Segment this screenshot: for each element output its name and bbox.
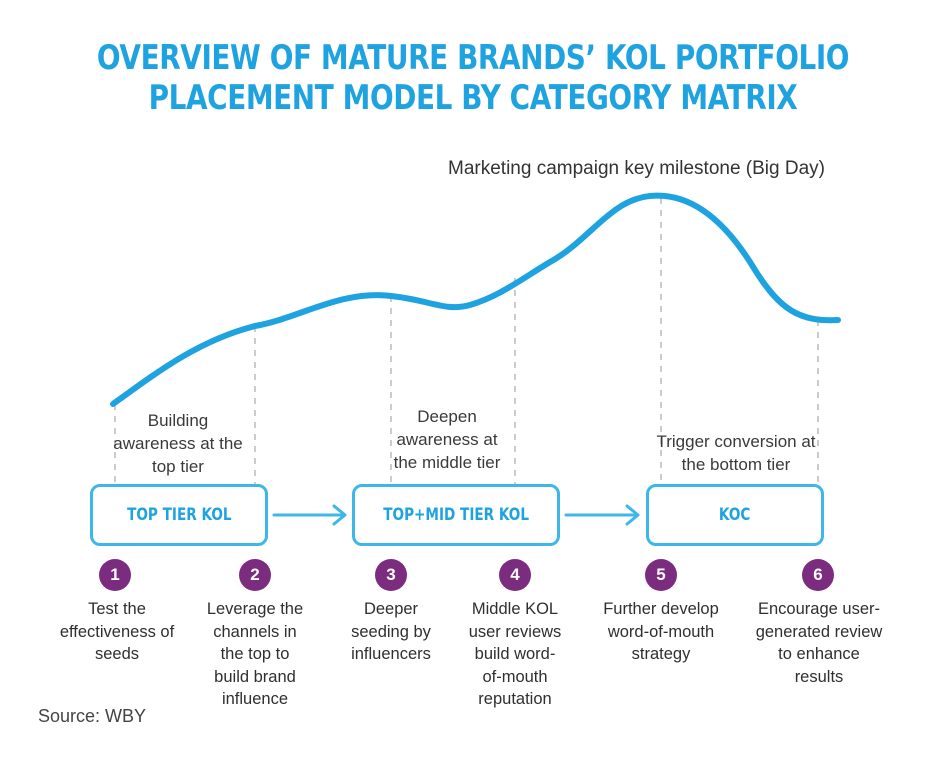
stage-1-line-2: awareness at the [113,434,243,453]
arrow-2-head [625,504,640,526]
stage-1-line-1: Building [147,411,209,430]
tier-box-top-mid-label: TOP+MID TIER KOL [383,505,529,525]
step-number-4: 4 [499,559,531,591]
step-number-2: 2 [239,559,271,591]
tier-box-top-label: TOP TIER KOL [126,505,232,525]
step-number-1: 1 [99,559,131,591]
step-6-line-4: results [794,667,844,686]
source-note: Source: WBY [38,706,147,726]
stage-3-line-1: Trigger conversion at [656,432,816,451]
step-1-line-2: effectiveness of [59,622,175,641]
step-4-line-3: build word- [474,645,556,663]
step-6-line-3: to enhance [778,645,860,663]
step-text-2: Leverage the channels in the top to buil… [185,598,325,711]
diagram-title: Overview of mature brands’ KOL portfolio… [0,38,946,118]
step-4-line-2: user reviews [468,622,562,641]
stage-1-line-3: top tier [152,457,204,476]
tier-box-top: TOP TIER KOL [90,484,268,546]
tier-box-koc: KOC [646,484,824,546]
step-1-line-3: seeds [94,645,140,663]
stage-text-top-tier: Building awareness at the top tier [98,409,258,478]
stage-text-middle-tier: Deepen awareness at the middle tier [372,405,522,474]
title-line-1: Overview of mature brands’ KOL portfolio [96,38,850,78]
milestone-label: Marketing campaign key milestone (Big Da… [448,158,825,179]
step-text-3: Deeper seeding by influencers [321,598,461,666]
step-3-line-3: influencers [351,645,431,663]
step-5-line-1: Further develop [603,600,719,618]
step-4-line-1: Middle KOL [471,600,559,618]
step-2-line-3: the top to [220,645,290,663]
stage-2-line-1: Deepen [417,407,477,426]
tier-box-top-mid: TOP+MID TIER KOL [352,484,560,546]
stage-text-bottom-tier: Trigger conversion at the bottom tier [641,430,831,476]
step-5-line-2: word-of-mouth [607,622,715,641]
step-3-line-1: Deeper [363,600,419,618]
stage-3-line-2: the bottom tier [681,455,791,474]
title-line-2: placement model by category matrix [148,78,798,118]
campaign-curve [110,192,841,407]
step-6-line-1: Encourage user- [758,600,880,618]
step-2-line-4: build brand [214,667,296,686]
step-1-line-1: Test the [88,600,146,618]
stage-2-line-3: the middle tier [393,453,501,472]
tier-box-koc-label: KOC [719,505,751,525]
step-4-line-4: of-mouth [482,667,548,686]
step-3-line-2: seeding by [351,622,431,641]
step-4-line-5: reputation [478,690,552,708]
step-text-6: Encourage user- generated review to enha… [746,598,892,688]
step-6-line-2: generated review [755,622,883,641]
arrow-1-head [332,504,347,526]
step-text-4: Middle KOL user reviews build word- of-m… [445,598,585,711]
step-2-line-5: influence [221,690,289,708]
step-2-line-1: Leverage the [206,600,304,618]
step-2-line-2: channels in [213,622,297,641]
step-text-5: Further develop word-of-mouth strategy [591,598,731,666]
step-number-3: 3 [375,559,407,591]
stage-2-line-2: awareness at [396,430,498,449]
step-number-5: 5 [645,559,677,591]
step-text-1: Test the effectiveness of seeds [47,598,187,666]
step-5-line-3: strategy [631,645,691,663]
step-number-6: 6 [802,559,834,591]
